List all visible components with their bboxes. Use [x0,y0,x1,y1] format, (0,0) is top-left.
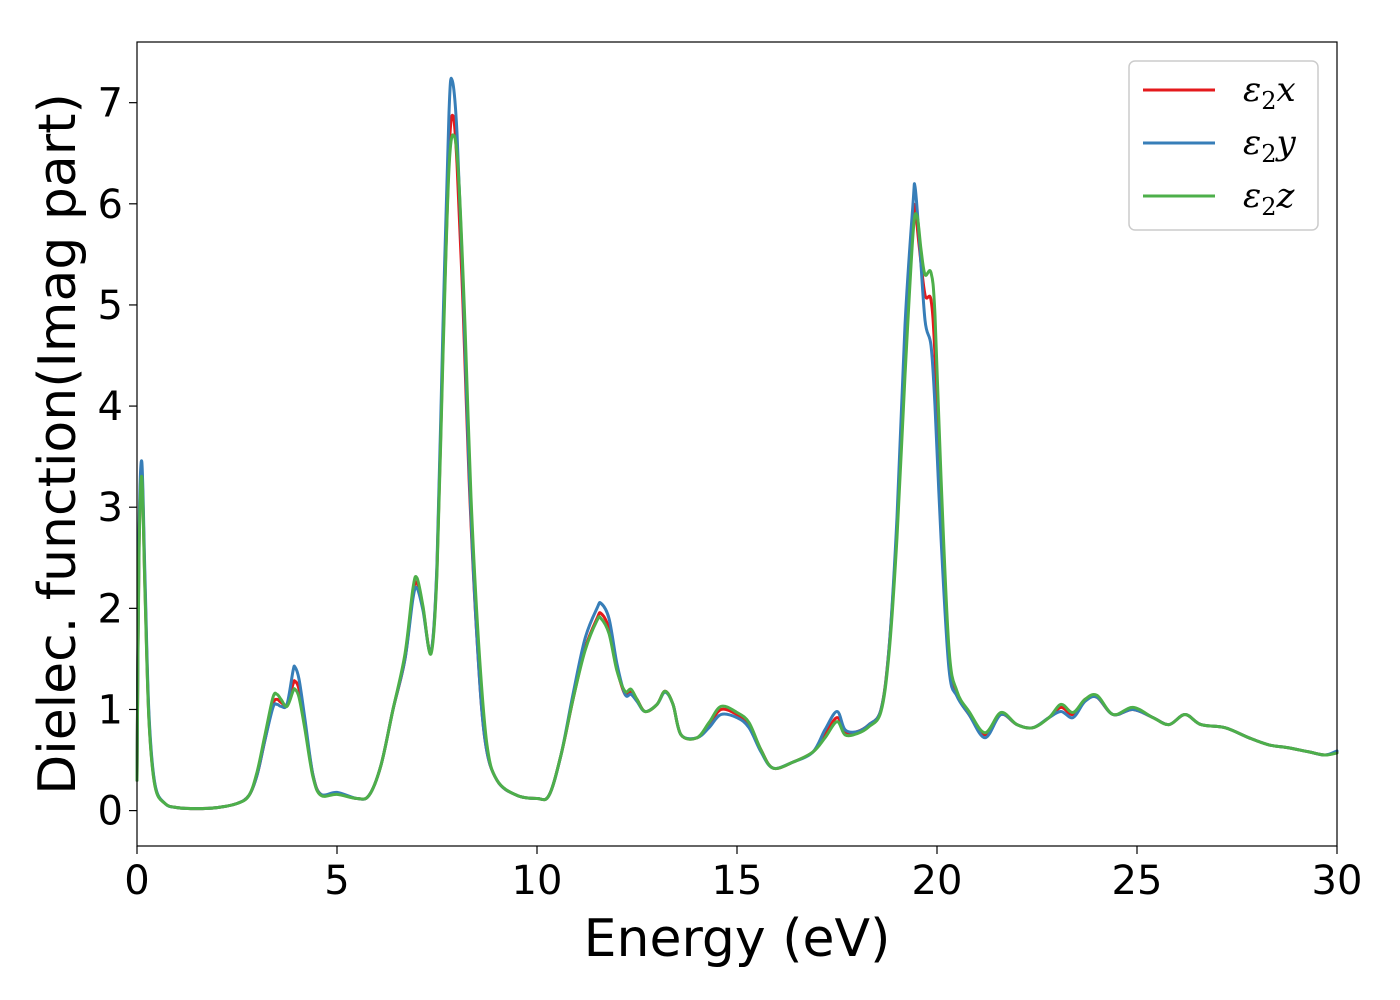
x-tick-label: 20 [912,858,963,904]
x-axis-label: Energy (eV) [584,909,891,969]
legend-label-y: ε2y [1243,123,1297,168]
y-tick-label: 0 [98,789,123,835]
series-line-z [135,133,1339,811]
y-tick-label: 7 [98,81,123,127]
series-layer [135,76,1339,811]
legend-box [1128,60,1319,231]
y-tick-label: 5 [98,283,123,329]
series-line-y [135,76,1339,811]
x-tick-label: 10 [512,858,563,904]
y-tick-label: 6 [98,182,123,228]
y-tick-label: 4 [98,384,123,430]
x-axis-ticks: 0 5 10 15 20 25 30 [124,846,1362,904]
y-axis-label: Dielec. function(Imag part) [28,93,88,795]
legend-entries: ε2x ε2y ε2z [1143,70,1297,221]
x-tick-label: 15 [712,858,763,904]
x-tick-label: 25 [1112,858,1163,904]
y-axis-ticks: 0 1 2 3 4 5 6 7 [98,81,137,835]
legend-label-z: ε2z [1243,176,1296,221]
legend: ε2x ε2y ε2z [1128,60,1319,231]
y-tick-label: 3 [98,485,123,531]
x-tick-label: 5 [324,858,349,904]
x-tick-label: 30 [1312,858,1363,904]
y-tick-label: 1 [98,687,123,733]
x-tick-label: 0 [124,858,149,904]
legend-label-x: ε2x [1243,70,1296,115]
y-tick-label: 2 [98,586,123,632]
